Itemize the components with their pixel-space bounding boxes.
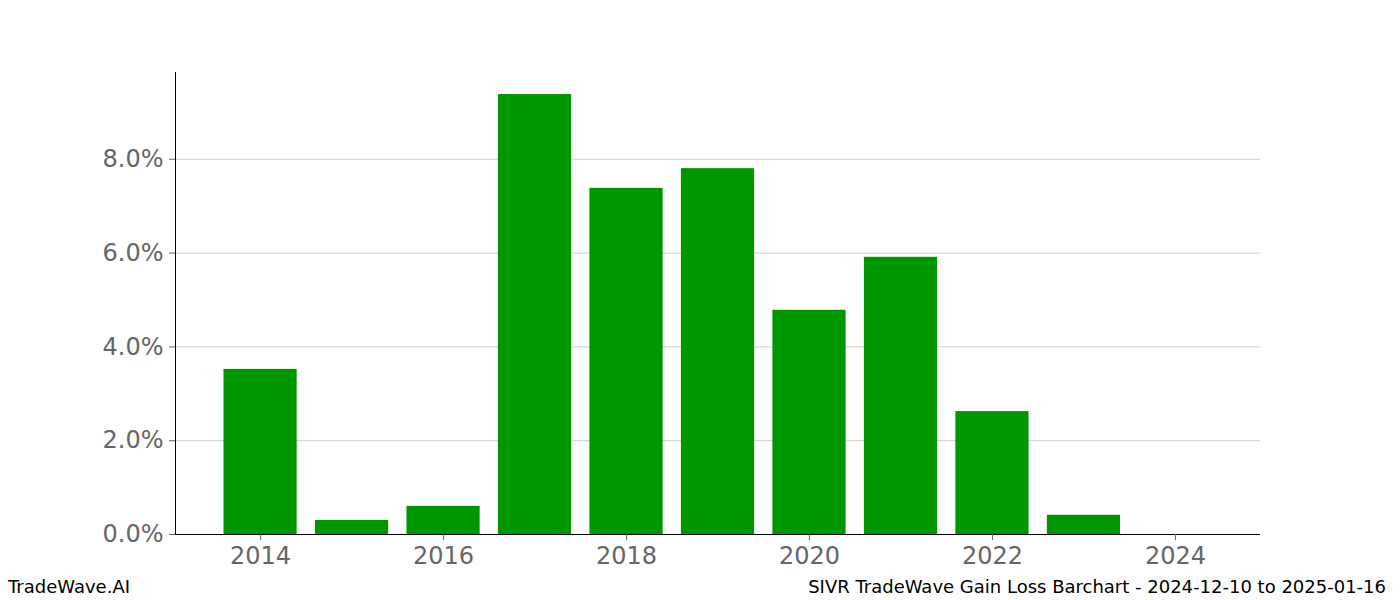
svg-text:2022: 2022 <box>962 542 1023 570</box>
svg-text:4.0%: 4.0% <box>103 333 164 361</box>
svg-text:0.0%: 0.0% <box>103 520 164 548</box>
svg-text:2024: 2024 <box>1145 542 1206 570</box>
svg-text:2.0%: 2.0% <box>103 426 164 454</box>
html-text:TradeWave.AI: TradeWave.AI <box>8 576 130 597</box>
svg-text:2020: 2020 <box>779 542 840 570</box>
svg-text:2014: 2014 <box>230 542 291 570</box>
html-text:SIVR TradeWave Gain Loss Barch: SIVR TradeWave Gain Loss Barchart - 2024… <box>808 576 1386 597</box>
svg-text:2018: 2018 <box>596 542 657 570</box>
svg-text:6.0%: 6.0% <box>103 239 164 267</box>
svg-text:2016: 2016 <box>413 542 474 570</box>
svg-text:8.0%: 8.0% <box>103 145 164 173</box>
